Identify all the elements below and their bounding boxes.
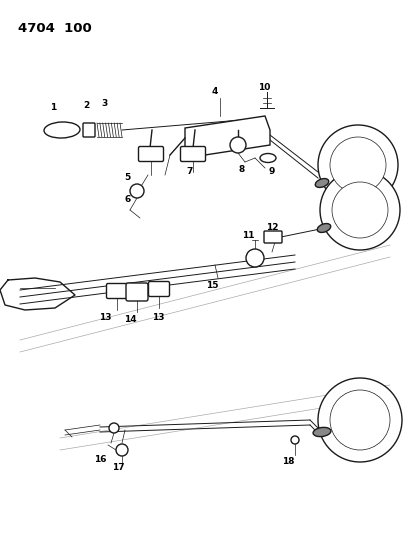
Ellipse shape [317,223,331,232]
Text: 17: 17 [112,464,124,472]
Text: 13: 13 [99,313,111,322]
Circle shape [246,249,264,267]
FancyBboxPatch shape [106,284,128,298]
Circle shape [230,137,246,153]
Text: 5: 5 [124,174,130,182]
Text: 3: 3 [102,99,108,108]
Text: 12: 12 [266,223,278,232]
FancyBboxPatch shape [180,147,205,161]
Text: 1: 1 [50,103,56,112]
Circle shape [320,170,400,250]
Text: 14: 14 [124,316,136,325]
Text: 8: 8 [239,166,245,174]
Polygon shape [185,116,270,155]
Ellipse shape [44,122,80,138]
Ellipse shape [315,179,329,188]
Circle shape [318,378,402,462]
Text: 18: 18 [282,457,294,466]
Ellipse shape [313,427,331,437]
Text: 15: 15 [206,280,218,289]
Text: 10: 10 [258,84,270,93]
Circle shape [332,182,388,238]
Text: 9: 9 [269,167,275,176]
FancyBboxPatch shape [148,281,169,296]
FancyBboxPatch shape [83,123,95,137]
Circle shape [330,390,390,450]
Text: 6: 6 [125,196,131,205]
Text: 11: 11 [242,230,254,239]
Text: 4704  100: 4704 100 [18,22,92,35]
Text: 16: 16 [94,456,106,464]
Circle shape [291,436,299,444]
Text: 2: 2 [83,101,89,109]
Circle shape [330,137,386,193]
Text: 13: 13 [152,313,164,322]
Ellipse shape [260,154,276,163]
Text: 7: 7 [187,167,193,176]
FancyBboxPatch shape [139,147,164,161]
Text: 4: 4 [212,87,218,96]
Circle shape [109,423,119,433]
FancyBboxPatch shape [264,231,282,243]
Circle shape [318,125,398,205]
FancyBboxPatch shape [126,283,148,301]
Circle shape [116,444,128,456]
Circle shape [130,184,144,198]
